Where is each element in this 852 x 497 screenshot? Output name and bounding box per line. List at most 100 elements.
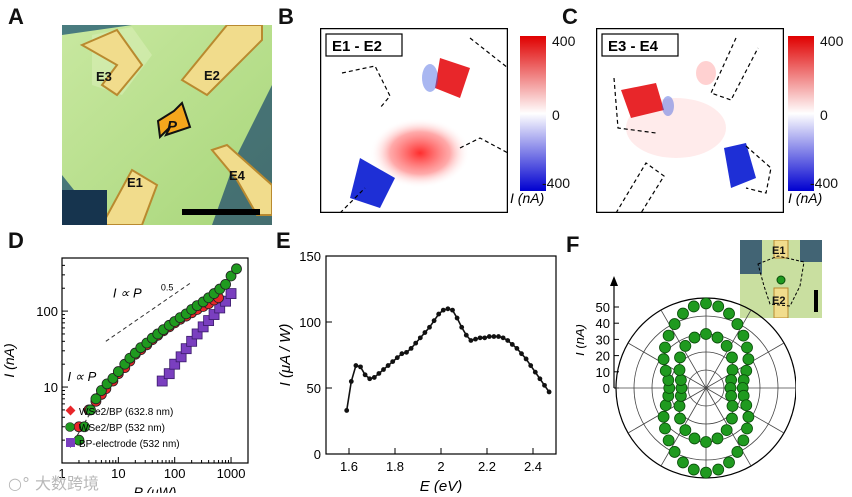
data-point-f [700,297,712,310]
data-point-d [169,358,181,370]
data-point-d [163,368,175,380]
panel-letter-c: C [562,4,578,29]
r-tick-label-f: 40 [596,316,610,331]
data-point-f [674,374,687,386]
y-tick-label-d: 100 [36,304,58,319]
data-point-e [454,315,460,321]
label-e3: E3 [96,69,112,84]
data-point-d [231,263,242,275]
data-point-e [523,356,529,362]
data-point-e [542,382,547,388]
data-point-f [679,424,692,436]
data-point-d [186,335,198,347]
data-point-f [741,422,753,435]
radial-label-f: I (nA) [576,324,587,356]
data-point-f [742,410,755,423]
electrode-e4 [210,143,272,216]
data-point-f [726,351,738,364]
polarization-label: P [167,118,178,135]
chart-d: 1 10 100 1000 10 100 P (μW) I (nA) I ∝ P 0.5 I ∝ P… [1,257,249,493]
y-axis-label-e: I (μA / W) [277,324,294,387]
data-point-e [358,364,363,370]
data-point-f [737,329,750,342]
colorbar-b: 400 0 -400 [520,33,576,191]
data-point-f [712,463,725,476]
electrode-e1 [100,168,159,225]
data-point-e [371,375,377,380]
data-point-d [225,270,237,282]
annotation-sqrt: I ∝ P [113,286,142,301]
data-point-d [79,421,90,433]
y-tick-label-e: 0 [314,447,321,462]
data-point-e [491,334,497,339]
data-point-f [726,400,739,412]
radial-axis-arrow-f [610,276,618,286]
data-point-f [677,456,689,469]
data-point-f [731,318,744,330]
data-point-e [532,369,538,375]
data-point-f [742,353,755,366]
data-point-f [712,300,725,313]
x-axis-label-d: P (μW) [134,484,177,493]
data-point-e [376,371,382,376]
panel-letter-e: E [276,228,291,253]
r-tick-label-f: 0 [603,381,610,396]
data-point-e [477,335,483,341]
data-point-f [720,340,733,352]
y-axis-label-d: I (nA) [1,343,17,377]
data-point-f [677,307,689,320]
panel-letter-a: A [8,4,24,29]
inset-micrograph-f: E1 E2 [740,240,822,318]
data-point-f [668,318,681,330]
legend-marker-d [65,422,75,432]
label-e4: E4 [229,168,246,183]
y-tick-label-e: 150 [299,249,321,264]
data-point-d [156,375,168,387]
data-point-f [726,412,738,425]
r-tick-label-f: 50 [596,300,610,315]
data-point-e [431,318,437,324]
data-point-e [427,324,432,330]
data-point-f [726,364,739,376]
data-point-f [740,399,753,412]
data-point-e [450,307,455,313]
data-point-f [662,434,675,447]
data-point-f [674,351,686,364]
data-point-e [500,335,506,341]
photocurrent-map-b: E1 - E2 [320,28,508,213]
data-point-f [659,364,672,377]
data-point-f [659,341,671,354]
x-axis-label-e: E (eV) [420,478,463,493]
data-point-e [344,408,350,413]
data-point-f [725,390,738,402]
data-point-d [203,315,215,326]
x-tick-label-d: 1000 [217,466,246,481]
data-point-d [220,278,231,290]
x-tick-label-e: 1.6 [340,459,358,474]
r-tick-label-f: 10 [596,365,610,380]
data-point-d [85,404,96,416]
panel-letter-d: D [8,228,24,253]
x-tick-label-e: 2 [437,459,444,474]
data-point-f [711,432,724,445]
panel-letter-b: B [278,4,294,29]
data-point-e [459,324,465,330]
data-point-e [546,389,552,395]
data-point-e [482,335,488,341]
data-point-e [367,376,373,382]
data-point-e [422,330,428,335]
data-point-e [486,334,492,339]
label-e1: E1 [127,175,143,190]
cbar-b-mid: 0 [552,107,560,123]
data-point-f [657,410,670,423]
data-point-f [723,456,735,469]
data-point-e [348,379,354,384]
data-point-e [473,336,478,342]
data-point-e [445,306,451,312]
annotation-sqrt-exp: 0.5 [161,283,174,293]
x-tick-label-d: 1 [58,466,65,481]
data-point-f [687,300,700,313]
x-tick-label-e: 2.2 [478,459,496,474]
r-tick-label-f: 30 [596,332,610,347]
